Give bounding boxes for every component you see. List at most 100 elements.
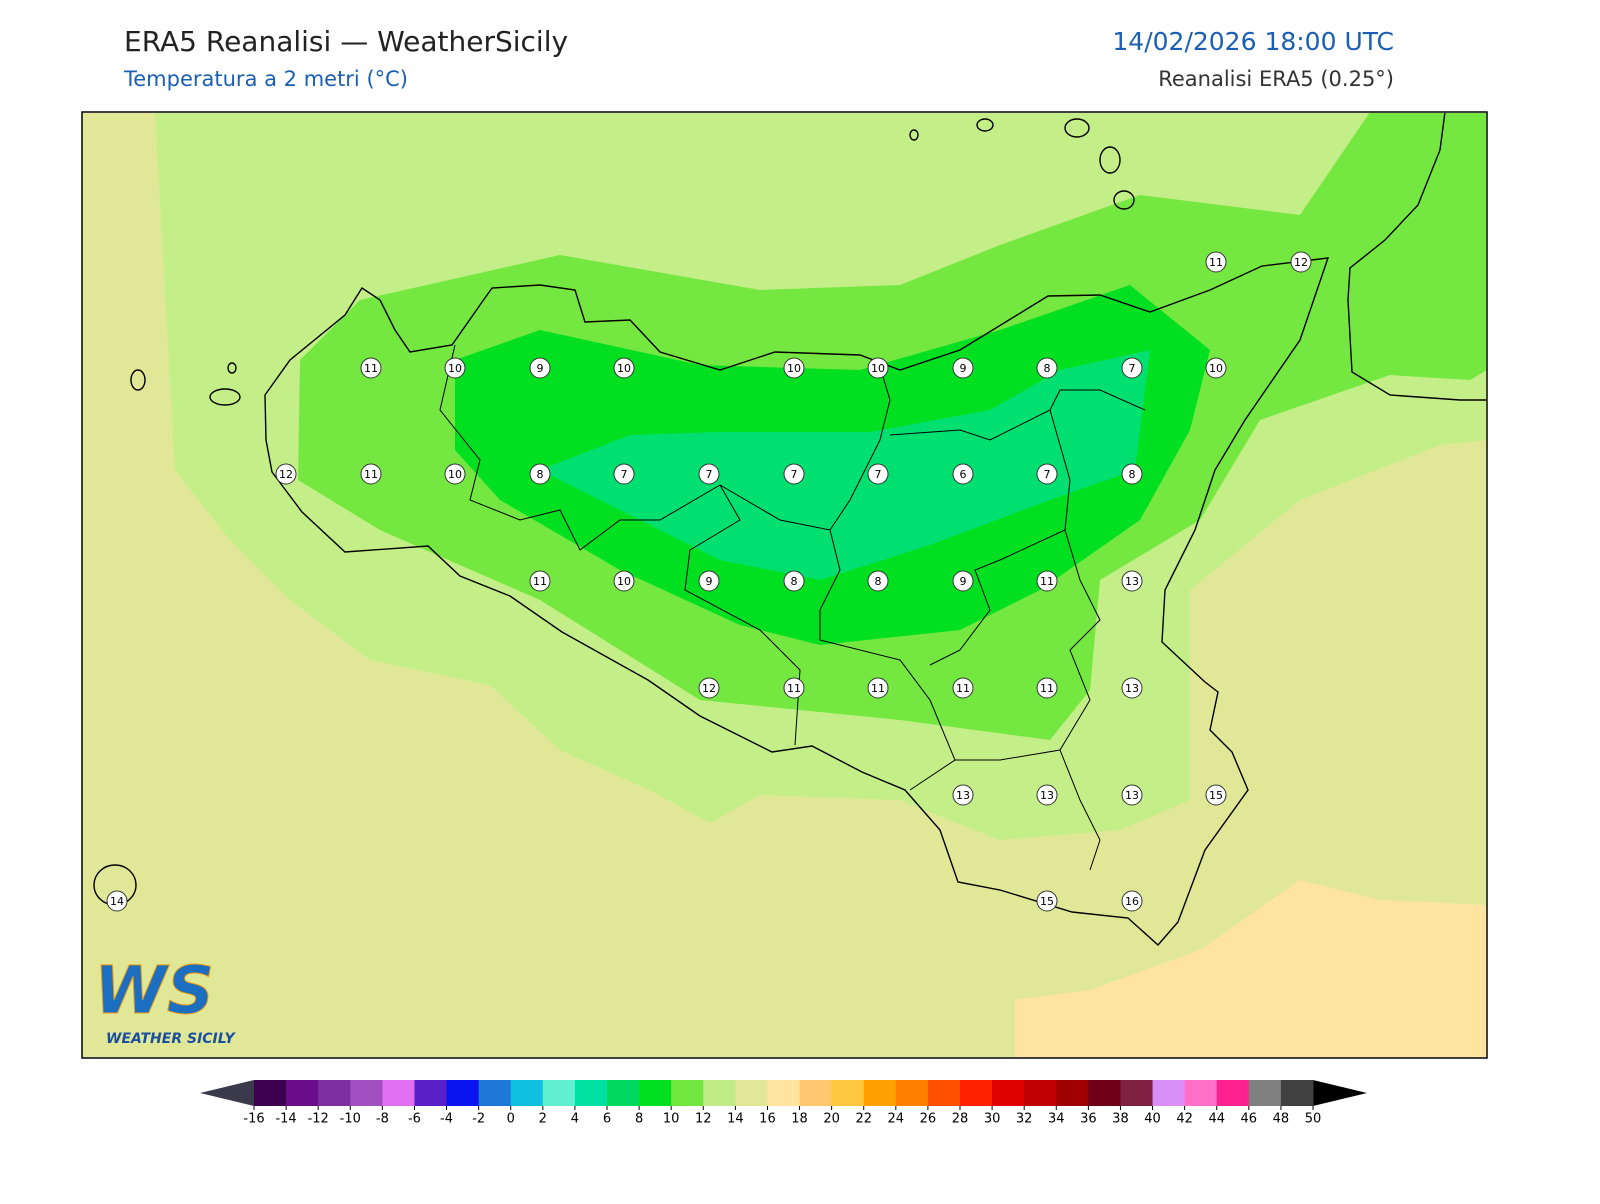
colorbar-segment <box>927 1080 961 1106</box>
colorbar-tick-label: -14 <box>275 1112 296 1127</box>
colorbar-segment <box>350 1080 383 1106</box>
station-value: 7 <box>1129 362 1136 375</box>
station-marker <box>952 357 974 379</box>
station-marker <box>1121 677 1143 699</box>
station-value: 15 <box>1209 789 1223 802</box>
colorbar-segment <box>735 1080 768 1106</box>
colorbar-tick-label: 22 <box>855 1112 872 1127</box>
colorbar-tick-label: 28 <box>952 1112 969 1127</box>
colorbar-under <box>200 1080 254 1106</box>
province-border <box>929 409 1071 666</box>
station-marker <box>698 677 720 699</box>
station-marker <box>1036 463 1058 485</box>
station-marker <box>867 463 889 485</box>
station-marker <box>360 463 382 485</box>
station-value: 10 <box>617 575 631 588</box>
colorbar-tick-label: 46 <box>1241 1112 1258 1127</box>
station-value: 11 <box>787 682 801 695</box>
station-value: 9 <box>706 575 713 588</box>
colorbar-tick-label: 32 <box>1016 1112 1033 1127</box>
station-marker <box>529 570 551 592</box>
station-value: 11 <box>871 682 885 695</box>
stations: 11 12 11 10 9 10 10 10 9 8 7 10 12 11 10 8 7 7 7 7 6 7 8 11 10 9 8… <box>106 251 1312 912</box>
colorbar-tick-label: -6 <box>408 1112 421 1127</box>
colorbar-segment <box>1184 1080 1218 1106</box>
station-marker <box>1121 784 1143 806</box>
colorbar-tick-label: 18 <box>791 1112 808 1127</box>
title: ERA5 Reanalisi — WeatherSicily <box>124 25 568 58</box>
station-marker <box>613 570 635 592</box>
station-value: 9 <box>960 362 967 375</box>
station-value: 13 <box>1040 789 1054 802</box>
station-value: 8 <box>791 575 798 588</box>
colorbar-segment <box>1248 1080 1282 1106</box>
coastline <box>264 257 1330 946</box>
logo-text: WEATHER SICILY <box>106 1031 237 1047</box>
station-value: 6 <box>960 468 967 481</box>
station-marker <box>529 463 551 485</box>
station-value: 10 <box>617 362 631 375</box>
colorbar-segment <box>286 1080 319 1106</box>
province-border <box>439 344 801 746</box>
station-marker <box>783 570 805 592</box>
colorbar-segment <box>639 1080 672 1106</box>
colorbar-segment <box>318 1080 351 1106</box>
station-value: 7 <box>1044 468 1051 481</box>
station-marker <box>444 463 466 485</box>
colorbar-segment <box>574 1080 608 1106</box>
subtitle: Temperatura a 2 metri (°C) <box>123 67 408 91</box>
island <box>209 388 241 406</box>
station-marker <box>867 570 889 592</box>
colorbar-segment <box>1280 1080 1314 1106</box>
station-value: 9 <box>960 575 967 588</box>
colorbar-tick-label: -16 <box>243 1112 264 1127</box>
station-marker <box>1121 463 1143 485</box>
station-value: 13 <box>956 789 970 802</box>
station-value: 7 <box>875 468 882 481</box>
station-marker <box>1036 890 1058 912</box>
station-marker <box>1205 784 1227 806</box>
station-value: 11 <box>364 468 378 481</box>
colorbar-tick-label: 20 <box>823 1112 840 1127</box>
station-value: 11 <box>1040 575 1054 588</box>
station-value: 12 <box>279 468 293 481</box>
colorbar-segment <box>446 1080 480 1106</box>
colorbar-tick-label: 44 <box>1208 1112 1225 1127</box>
station-marker <box>952 463 974 485</box>
colorbar-segment <box>831 1080 865 1106</box>
colorbar-over <box>1313 1080 1367 1106</box>
colorbar-segment <box>607 1080 640 1106</box>
colorbar-segment <box>478 1080 512 1106</box>
station-value: 7 <box>706 468 713 481</box>
province-border <box>1059 749 1101 871</box>
station-value: 13 <box>1125 575 1139 588</box>
station-value: 15 <box>1040 895 1054 908</box>
colorbar-segment <box>895 1080 929 1106</box>
station-marker <box>783 677 805 699</box>
colorbar-segment <box>703 1080 736 1106</box>
colorbar-tick-label: 16 <box>759 1112 776 1127</box>
colorbar-tick-label: 6 <box>603 1112 611 1127</box>
coastline <box>1347 113 1486 401</box>
colorbar-tick-label: 38 <box>1112 1112 1129 1127</box>
station-marker <box>275 463 297 485</box>
island <box>976 118 994 132</box>
station-marker <box>106 890 128 912</box>
colorbar-tick-label: 12 <box>695 1112 712 1127</box>
colorbar-tick-label: 8 <box>635 1112 643 1127</box>
colorbar-segment <box>671 1080 704 1106</box>
colorbar-segment <box>254 1080 287 1106</box>
colorbar-tick-label: -8 <box>376 1112 389 1127</box>
colorbar-tick-label: 50 <box>1305 1112 1322 1127</box>
island <box>130 369 146 391</box>
island <box>227 362 237 374</box>
colorbar-segment <box>992 1080 1025 1106</box>
station-marker <box>360 357 382 379</box>
station-value: 11 <box>956 682 970 695</box>
station-value: 10 <box>871 362 885 375</box>
station-marker <box>867 677 889 699</box>
province-border <box>955 529 1101 761</box>
station-value: 16 <box>1125 895 1139 908</box>
colorbar-tick-label: 36 <box>1080 1112 1097 1127</box>
